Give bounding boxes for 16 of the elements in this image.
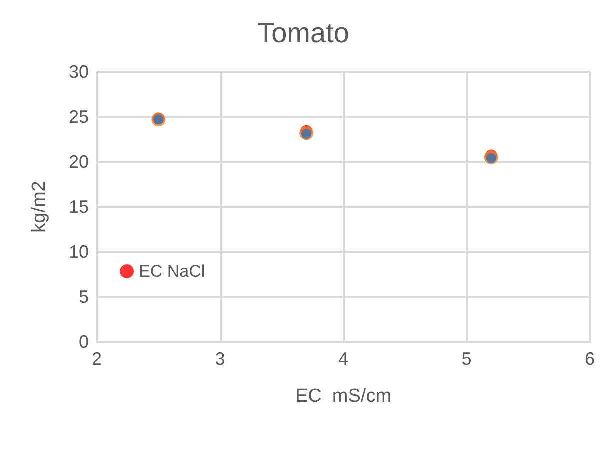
- y-tick-label: 25: [68, 107, 89, 127]
- legend-label: EC NaCl: [139, 262, 206, 281]
- y-tick-label: 15: [68, 197, 89, 217]
- y-tick-label: 10: [68, 242, 89, 262]
- x-tick-label: 5: [462, 349, 472, 369]
- x-tick-label: 6: [584, 349, 596, 369]
- y-tick-label: 0: [78, 332, 89, 352]
- x-tick-label: 3: [215, 349, 226, 369]
- x-tick-label: 4: [338, 349, 349, 369]
- chart-title: Tomato: [258, 18, 350, 48]
- x-axis-title: EC mS/cm: [295, 386, 392, 407]
- y-axis-title: kg/m2: [29, 181, 50, 233]
- x-tick-label: 2: [92, 349, 102, 369]
- y-tick-label: 30: [68, 62, 89, 82]
- y-tick-label: 20: [68, 152, 89, 172]
- y-tick-label: 5: [78, 287, 89, 307]
